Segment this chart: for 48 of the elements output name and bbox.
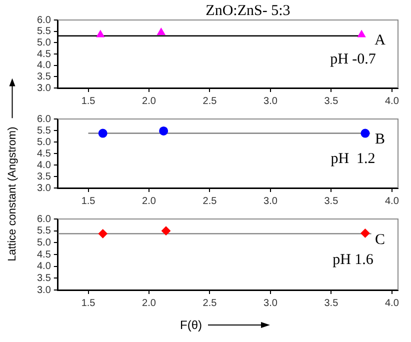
- annotation: A: [374, 32, 386, 48]
- y-tick-label: 3.0: [36, 182, 52, 194]
- y-tick-label: 3.5: [36, 71, 52, 82]
- y-tick-label: 6.0: [36, 114, 52, 125]
- y-tick-label: 5.0: [36, 37, 52, 48]
- x-tick-label: 2.0: [142, 196, 156, 207]
- y-tick-label: 5.5: [36, 226, 52, 237]
- x-tick-label: 1.5: [81, 196, 96, 207]
- x-tick-label: 3.5: [324, 196, 339, 207]
- x-tick-label: 3.0: [264, 96, 278, 107]
- y-tick-label: 4.0: [36, 60, 52, 72]
- x-tick-label: 2.5: [202, 196, 218, 207]
- x-tick-label: 4.0: [384, 96, 400, 107]
- annotation: B: [374, 132, 386, 148]
- x-tick-label: 1.5: [81, 298, 96, 309]
- x-tick-label: 3.0: [264, 196, 278, 207]
- y-tick-label: 6.0: [36, 14, 52, 26]
- x-tick-label: 3.0: [264, 298, 278, 309]
- x-tick-label: 2.5: [202, 298, 218, 309]
- y-tick-label: 3.0: [36, 82, 52, 94]
- y-tick-label: 4.0: [36, 261, 52, 272]
- y-tick-label: 5.5: [36, 26, 52, 38]
- y-tick-label: 5.5: [36, 125, 52, 136]
- y-tick-label: 3.5: [36, 171, 52, 182]
- x-tick-label: 3.5: [324, 96, 339, 107]
- y-tick-label: 4.0: [36, 160, 52, 171]
- y-axis-title: Lattice constant (Angstrom): [6, 126, 18, 262]
- x-tick-label: 4.0: [384, 196, 400, 207]
- x-tick-label: 3.5: [324, 298, 339, 309]
- x-tick-label: 2.0: [142, 298, 156, 309]
- y-tick-label: 6.0: [36, 214, 52, 225]
- annotation: pH 1.6: [332, 252, 374, 268]
- x-tick-label: 4.0: [384, 298, 400, 309]
- y-tick-label: 4.5: [36, 48, 52, 60]
- y-tick-label: 3.5: [36, 272, 52, 284]
- x-axis-title: F(θ): [180, 318, 202, 332]
- y-tick-label: 3.0: [36, 284, 52, 296]
- annotation: pH -0.7: [330, 51, 376, 68]
- y-tick-label: 5.0: [36, 237, 52, 248]
- x-tick-label: 2.0: [142, 96, 156, 107]
- annotation: C: [374, 232, 386, 248]
- x-tick-label: 2.5: [202, 96, 218, 107]
- x-tick-label: 1.5: [81, 96, 96, 107]
- chart-title: ZnO:ZnS- 5:3: [206, 2, 290, 19]
- y-tick-label: 4.5: [36, 148, 52, 160]
- y-tick-label: 4.5: [36, 249, 52, 260]
- y-tick-label: 5.0: [36, 136, 52, 148]
- annotation: pH 1.2: [330, 150, 376, 167]
